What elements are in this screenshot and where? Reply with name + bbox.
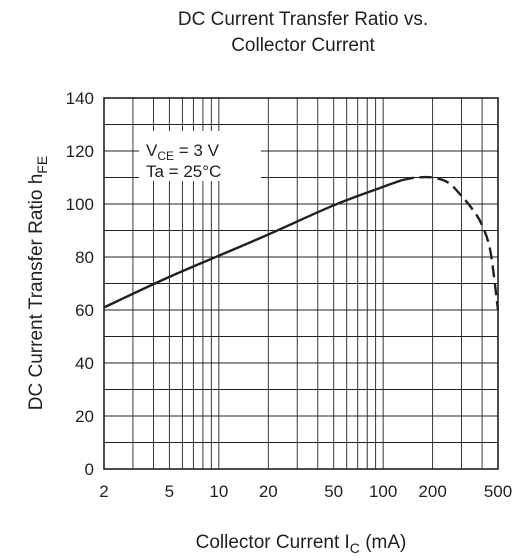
plot-area-frame	[103, 97, 499, 470]
y-tick-labels: 0 20 40 60 80 100 120 140	[66, 89, 94, 479]
x-tick-label: 200	[418, 482, 446, 501]
y-tick-label: 80	[75, 248, 94, 267]
y-tick-label: 60	[75, 301, 94, 320]
x-tick-label: 100	[369, 482, 397, 501]
x-tick-labels: 2 5 10 20 50 100 200 500	[99, 482, 512, 501]
y-tick-label: 0	[85, 460, 94, 479]
x-tick-label: 2	[99, 482, 108, 501]
y-tick-label: 140	[66, 89, 94, 108]
series-layer	[103, 175, 500, 311]
y-tick-label: 120	[66, 142, 94, 161]
y-tick-label: 40	[75, 354, 94, 373]
x-tick-label: 5	[165, 482, 174, 501]
series-line-dashed	[401, 175, 500, 311]
chart-title-line-2: Collector Current	[231, 35, 375, 56]
legend-box-background	[139, 131, 261, 181]
chart-title-line-1: DC Current Transfer Ratio vs.	[178, 9, 428, 30]
x-tick-label: 50	[324, 482, 343, 501]
annotation-ta: Ta = 25°C	[146, 162, 221, 181]
x-tick-label: 20	[259, 482, 278, 501]
annotation-vce: VCE = 3 V	[146, 141, 220, 163]
series-line-solid	[103, 178, 403, 309]
legend-box: VCE = 3 V Ta = 25°C	[139, 131, 261, 181]
x-tick-label: 500	[484, 482, 512, 501]
y-axis-label: DC Current Transfer Ratio hFE	[26, 156, 50, 410]
y-tick-label: 100	[66, 195, 94, 214]
chart-title: DC Current Transfer Ratio vs. Collector …	[178, 9, 428, 56]
x-tick-label: 10	[209, 482, 228, 501]
x-axis-label: Collector Current IC (mA)	[196, 532, 407, 556]
y-tick-label: 20	[75, 407, 94, 426]
